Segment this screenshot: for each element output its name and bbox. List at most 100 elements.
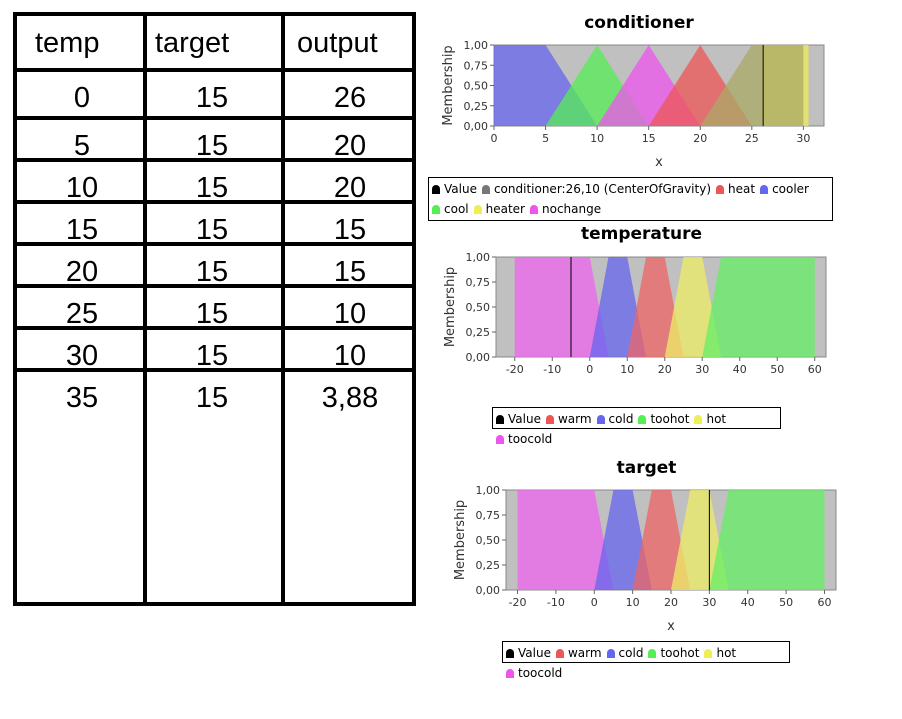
x-tick-label: 40 [741,596,755,609]
legend-swatch-icon [530,205,538,214]
x-tick-label: -20 [506,363,524,376]
legend-swatch-icon [432,205,440,214]
y-tick-label: 0,00 [466,351,491,364]
legend-swatch-icon [555,649,564,658]
x-axis-label: x [655,155,663,170]
x-tick-label: 0 [586,363,593,376]
series-toohot [702,257,815,357]
y-tick-label: 0,50 [464,80,489,93]
conditioner-chart: conditioner 0,00 0,25 0,50 0,75 1,00 0 5 10 15 20 2… [426,8,836,222]
legend-label: heater [485,202,525,216]
data-table: temp target output 0 15 26 5 15 20 10 15 20 15 15 15 20… [13,12,416,606]
legend-item: conditioner:26,10 (CenterOfGravity) [481,179,712,199]
table-row-divider [13,326,416,330]
x-tick-label: 20 [664,596,678,609]
x-tick-label: 10 [626,596,640,609]
legend-item: cooler [760,179,809,199]
y-tick-label: 0,75 [466,276,491,289]
chart-title: conditioner [584,13,694,33]
table-cell: 15 [195,82,229,114]
x-tick-label: 60 [817,596,831,609]
legend-swatch-icon [496,435,504,444]
legend-item: heater [473,199,525,219]
x-tick-label: 30 [796,132,810,145]
x-tick-label: 10 [590,132,604,145]
legend-item: toocold [496,429,552,449]
table-cell: 35 [65,382,99,414]
x-tick-label: 20 [693,132,707,145]
y-tick-label: 0,00 [476,584,501,597]
x-axis-label: x [667,619,675,634]
legend-swatch-icon [704,649,713,658]
y-tick-label: 0,50 [476,534,501,547]
table-cell: 15 [333,256,367,288]
legend-item: toocold [506,663,562,683]
x-tick-label: 25 [745,132,759,145]
x-tick-label: 15 [642,132,656,145]
legend-label: hot [716,646,737,660]
conditioner-legend: Value conditioner:26,10 (CenterOfGravity)… [428,177,833,221]
x-tick-label: -10 [543,363,561,376]
table-cell: 10 [333,340,367,372]
legend-item: warm [555,643,602,663]
table-cell: 20 [333,172,367,204]
legend-item: hot [704,643,736,663]
table-cell: 15 [195,214,229,246]
target-legend: Value warm cold toohot hot toocold [502,641,790,680]
chart-title: temperature [581,224,702,244]
series-area [700,45,804,126]
legend-swatch-icon [716,185,725,194]
legend-swatch-icon [432,185,440,194]
legend-label: hot [706,412,727,426]
x-tick-label: 10 [620,363,634,376]
table-row-divider [13,284,416,288]
table-cell: 15 [195,172,229,204]
legend-item: cold [596,409,634,429]
legend-swatch-icon [760,185,769,194]
legend-item: toohot [638,409,689,429]
table-column-divider [13,12,17,606]
legend-item: toohot [648,643,699,663]
series-toohot [709,490,825,590]
legend-swatch-icon [596,415,605,424]
table-cell: 3,88 [321,382,379,414]
x-tick-label: 50 [770,363,784,376]
legend-swatch-icon [481,185,490,194]
table-cell: 15 [195,256,229,288]
x-tick-label: 30 [702,596,716,609]
table-row-divider [13,200,416,204]
x-tick-label: 60 [808,363,822,376]
y-tick-label: 0,25 [476,559,501,572]
table-cell: 15 [65,214,99,246]
legend-swatch-icon [545,415,554,424]
legend-swatch-icon [648,649,657,658]
y-tick-label: 0,25 [464,100,489,113]
legend-label: heat [728,182,756,196]
legend-swatch-icon [506,669,514,678]
legend-swatch-icon [473,205,482,214]
table-cell: 10 [333,298,367,330]
legend-swatch-icon [496,415,504,424]
y-tick-label: 0,00 [464,120,489,133]
table-cell: 25 [65,298,99,330]
legend-label: cooler [772,182,809,196]
legend-item: Value [496,409,541,429]
legend-swatch-icon [638,415,647,424]
legend-label: cold [608,412,634,426]
legend-label: toohot [650,412,690,426]
series-toocold [514,257,609,357]
table-cell: 5 [73,130,91,162]
table-column-divider [281,12,285,606]
legend-label: warm [557,412,592,426]
table-row-divider [13,116,416,120]
table-cell: 20 [65,256,99,288]
legend-label: Value [444,182,477,196]
temperature-legend: Value warm cold toohot hot toocold [492,407,781,446]
table-column-divider [143,12,147,606]
y-tick-label: 1,00 [464,39,489,52]
y-tick-label: 1,00 [476,484,501,497]
table-cell: 10 [65,172,99,204]
legend-label: conditioner:26,10 (CenterOfGravity) [493,182,712,196]
table-cell: 15 [195,130,229,162]
table-cell: 15 [333,214,367,246]
